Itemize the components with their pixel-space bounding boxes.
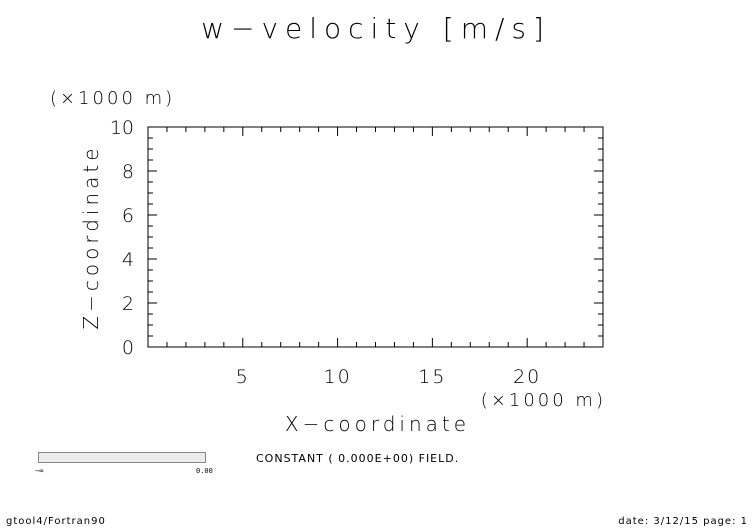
y-tick-label: 2 — [122, 293, 134, 315]
y-tick-label: 6 — [122, 205, 134, 227]
colorbar-max-label: 0.00 — [196, 467, 213, 475]
y-unit-label: (×1000 m) — [50, 88, 175, 109]
x-tick-label: 5 — [236, 366, 250, 388]
x-tick-label: 10 — [323, 366, 351, 388]
y-tick-label: 10 — [110, 117, 134, 139]
y-axis-title: Z−coordinate — [79, 144, 103, 329]
y-tick-label: 4 — [122, 249, 134, 271]
chart-title: w−velocity [m/s] — [201, 12, 551, 45]
footer-right: date: 3/12/15 page: 1 — [618, 516, 748, 527]
x-tick-label: 20 — [513, 366, 541, 388]
plot-frame — [147, 126, 604, 348]
x-tick-label: 15 — [418, 366, 446, 388]
y-tick-label: 8 — [122, 161, 134, 183]
x-unit-label: (×1000 m) — [481, 390, 606, 411]
colorbar — [38, 452, 206, 463]
y-tick-label: 0 — [122, 337, 134, 359]
colorbar-min-label: −∞ — [35, 467, 44, 475]
x-axis-title: X−coordinate — [285, 412, 470, 436]
footer-left: gtool4/Fortran90 — [6, 516, 106, 527]
constant-field-message: CONSTANT ( 0.000E+00) FIELD. — [256, 452, 460, 465]
